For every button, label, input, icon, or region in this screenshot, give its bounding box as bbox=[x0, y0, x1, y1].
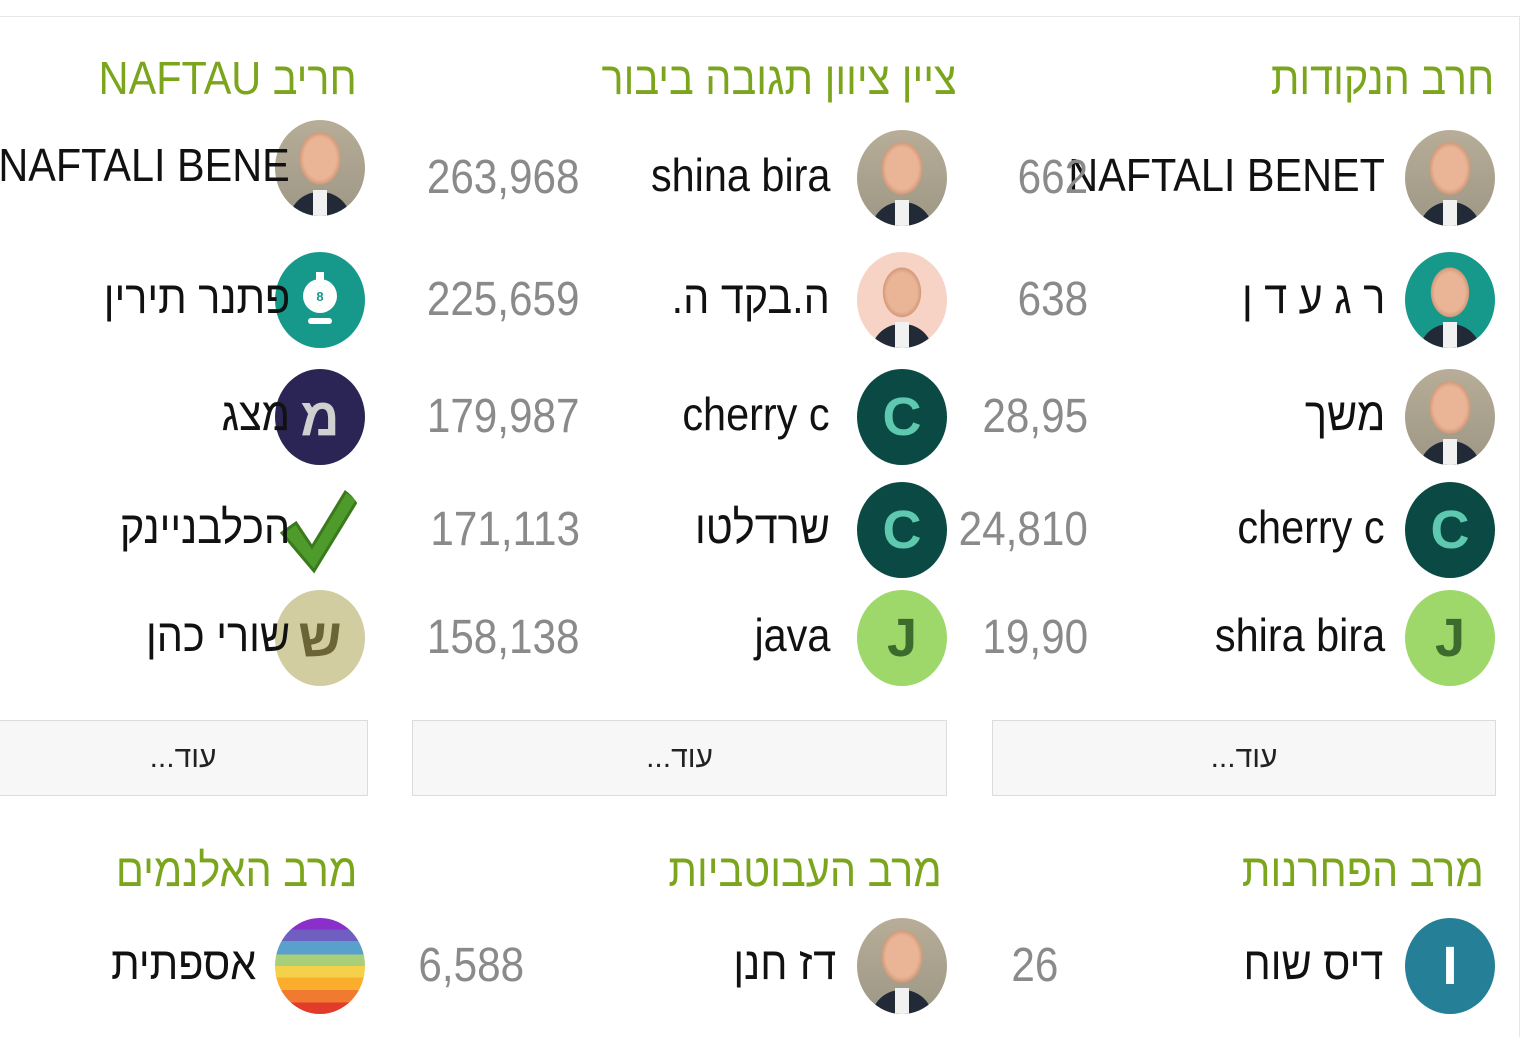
more-button[interactable]: עוד... bbox=[992, 720, 1496, 796]
score-value: 19,90 bbox=[982, 611, 1088, 664]
leaderboard-panel bbox=[0, 16, 1520, 1037]
score-value: 171,113 bbox=[430, 503, 580, 556]
avatar-letter: ש bbox=[298, 608, 342, 668]
letter-avatar[interactable]: מ bbox=[275, 369, 365, 465]
user-name[interactable]: ר ג ע ד ן bbox=[1241, 271, 1385, 323]
letter-avatar[interactable]: J bbox=[857, 590, 947, 686]
user-name[interactable]: פתנר תירין bbox=[103, 271, 290, 323]
avatar-letter: C bbox=[1430, 500, 1470, 560]
user-name[interactable]: מצג bbox=[221, 388, 290, 440]
user-photo-avatar[interactable] bbox=[857, 130, 947, 226]
letter-avatar[interactable]: C bbox=[857, 369, 947, 465]
user-name[interactable]: cherry c bbox=[1237, 501, 1385, 553]
avatar-letter: מ bbox=[300, 387, 340, 447]
score-value: 6,588 bbox=[418, 939, 524, 992]
letter-avatar[interactable]: J bbox=[1405, 590, 1495, 686]
score-value: 28,95 bbox=[982, 390, 1088, 443]
section-title: חרב הנקודות bbox=[1270, 52, 1494, 104]
score-value: 24,810 bbox=[958, 503, 1088, 556]
user-photo-avatar[interactable] bbox=[1405, 252, 1495, 348]
user-name[interactable]: אספתית bbox=[110, 937, 256, 989]
avatar-letter: I bbox=[1442, 936, 1458, 996]
letter-avatar[interactable]: I bbox=[1405, 918, 1495, 1014]
user-name[interactable]: cherry c bbox=[682, 388, 830, 440]
user-name[interactable]: שורי כהן bbox=[145, 609, 290, 661]
user-name[interactable]: shina bira bbox=[650, 149, 830, 201]
letter-avatar[interactable]: ש bbox=[275, 590, 365, 686]
section-title: מרב הפחרנות bbox=[1242, 844, 1484, 896]
avatar-letter: C bbox=[882, 500, 922, 560]
section-title: חריב NAFTAU bbox=[98, 52, 357, 104]
score-value: 662 bbox=[1017, 151, 1088, 204]
checkmark-icon[interactable] bbox=[275, 482, 365, 578]
avatar-letter: J bbox=[886, 608, 918, 668]
section-title: מרב העבוטביות bbox=[668, 844, 942, 896]
score-value: 225,659 bbox=[427, 273, 580, 326]
score-value: 26 bbox=[1011, 939, 1058, 992]
letter-avatar[interactable]: C bbox=[1405, 482, 1495, 578]
user-name[interactable]: NAFTALI BENE bbox=[0, 139, 290, 191]
svg-text:8: 8 bbox=[316, 289, 323, 304]
more-button[interactable]: עוד... bbox=[412, 720, 947, 796]
section-title: מרב האלנמים bbox=[115, 844, 357, 896]
user-photo-avatar[interactable] bbox=[1405, 130, 1495, 226]
letter-avatar[interactable]: C bbox=[857, 482, 947, 578]
user-name[interactable]: משך bbox=[1304, 388, 1385, 440]
user-name[interactable]: הכלבניינק bbox=[119, 501, 290, 553]
user-photo-avatar[interactable] bbox=[275, 120, 365, 216]
user-name[interactable]: java bbox=[754, 609, 830, 661]
robot-icon[interactable]: 8 bbox=[275, 252, 365, 348]
score-value: 638 bbox=[1017, 273, 1088, 326]
avatar-letter: J bbox=[1434, 608, 1466, 668]
user-photo-avatar[interactable] bbox=[857, 252, 947, 348]
user-name[interactable]: דיס שוח bbox=[1243, 937, 1383, 989]
user-photo-avatar[interactable] bbox=[857, 918, 947, 1014]
score-value: 263,968 bbox=[427, 151, 580, 204]
avatar-letter: C bbox=[882, 387, 922, 447]
user-name[interactable]: שרדלטו bbox=[695, 501, 830, 553]
more-button[interactable]: עוד... bbox=[0, 720, 368, 796]
section-title: ציין ציוון תגובה ביבור bbox=[601, 52, 957, 104]
user-photo-avatar[interactable] bbox=[1405, 369, 1495, 465]
user-name[interactable]: ה.בקד ה. bbox=[671, 271, 830, 323]
user-name[interactable]: NAFTALI BENET bbox=[1068, 149, 1385, 201]
user-name[interactable]: shira bira bbox=[1214, 609, 1385, 661]
score-value: 179,987 bbox=[427, 390, 580, 443]
score-value: 158,138 bbox=[427, 611, 580, 664]
rainbow-icon[interactable] bbox=[275, 918, 365, 1014]
user-name[interactable]: דז חנן bbox=[733, 937, 836, 989]
